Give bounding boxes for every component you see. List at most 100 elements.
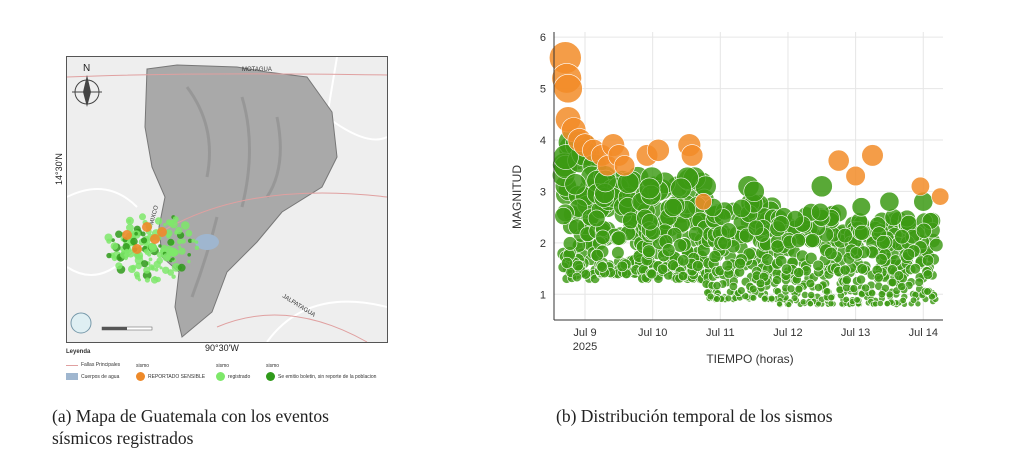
- map-event-dot: [150, 265, 155, 270]
- bulletin-point: [641, 213, 659, 231]
- bulletin-point: [706, 292, 715, 301]
- map-event-dot: [138, 255, 143, 259]
- bulletin-point: [841, 275, 852, 285]
- bulletin-point: [713, 295, 721, 303]
- north-label: N: [83, 63, 90, 74]
- bulletin-point: [839, 264, 851, 276]
- bulletin-point: [922, 269, 934, 280]
- map-event-dot: [120, 251, 128, 259]
- map-event-dot: [110, 242, 119, 250]
- bulletin-point: [805, 278, 815, 289]
- map-event-dots: [104, 213, 200, 284]
- map-event-dot: [154, 267, 159, 272]
- legend-item-bulletin: Se emitio boletin, sin reporte de la pob…: [266, 372, 376, 381]
- bulletin-point: [879, 191, 900, 212]
- bulletin-point: [824, 246, 838, 260]
- bulletin-point: [657, 263, 669, 275]
- map-event-dot: [171, 257, 175, 261]
- map-event-dot: [130, 237, 138, 246]
- institution-logo: [70, 312, 92, 334]
- map-legend: Leyenda Fallas Principales Cuerpos de ag…: [66, 348, 396, 388]
- bulletin-point: [910, 296, 918, 304]
- bulletin-point: [611, 246, 625, 260]
- map-event-dot: [187, 238, 193, 243]
- scale-bar: [101, 326, 153, 331]
- map-event-dot: [194, 240, 199, 244]
- legend-item-faults: Fallas Principales: [66, 362, 120, 368]
- legend-registered-label: registrado: [228, 373, 251, 380]
- bulletin-point: [875, 253, 888, 266]
- bulletin-swatch: [266, 372, 275, 381]
- bulletin-point: [677, 254, 690, 267]
- map-event-dot: [158, 244, 162, 248]
- map-event-dot: [177, 263, 186, 272]
- map-event-dot: [178, 245, 182, 249]
- bulletin-point: [827, 300, 835, 307]
- reported-points: [549, 41, 950, 211]
- bulletin-point: [770, 239, 785, 254]
- reported-swatch: [136, 372, 145, 381]
- bulletin-point: [887, 277, 898, 288]
- map-event-dot: [126, 223, 134, 232]
- bulletin-point: [720, 222, 737, 239]
- map-event-dot: [171, 274, 176, 279]
- latitude-label: 14°30'N: [54, 153, 64, 185]
- bulletin-point: [587, 209, 606, 228]
- map-event-dot: [162, 253, 171, 262]
- bulletin-point: [663, 198, 683, 218]
- bulletin-point: [873, 272, 884, 283]
- caption-a-line1: (a) Mapa de Guatemala con los eventos: [52, 406, 329, 426]
- bulletin-point: [554, 207, 573, 226]
- y-tick-label: 2: [540, 238, 546, 250]
- bulletin-point: [793, 267, 805, 278]
- map-event-dot: [140, 231, 146, 237]
- bulletin-point: [616, 260, 629, 273]
- bulletin-point: [856, 274, 866, 285]
- reported-point: [553, 73, 583, 104]
- bulletin-point: [881, 283, 890, 293]
- bulletin-point: [667, 259, 679, 271]
- legend-group-label-2: sismo: [216, 363, 230, 369]
- x-tick-sublabel: 2025: [573, 341, 597, 353]
- bulletin-point: [923, 287, 932, 296]
- y-tick-label: 6: [540, 32, 546, 44]
- map-event-dot: [137, 278, 141, 282]
- map-reported-dot: [157, 227, 167, 237]
- bulletin-point: [815, 300, 822, 308]
- map-event-dot: [194, 245, 200, 250]
- reported-point: [910, 176, 930, 196]
- guatemala-map: N MOTAGUA MIXCO JALPATAGUA: [66, 56, 388, 343]
- bulletin-point: [761, 295, 769, 303]
- bulletin-point: [611, 230, 627, 246]
- y-tick-label: 4: [540, 135, 546, 147]
- caption-b: (b) Distribución temporal de los sismos: [556, 406, 833, 426]
- map-event-dot: [122, 243, 130, 251]
- x-tick-label: Jul 10: [638, 327, 667, 339]
- map-event-dot: [127, 219, 132, 223]
- bulletin-point: [724, 294, 733, 303]
- map-event-dot: [180, 238, 186, 244]
- map-event-dot: [106, 238, 112, 244]
- y-tick-label: 1: [540, 289, 546, 301]
- bulletin-point: [747, 219, 765, 237]
- bulletin-point: [749, 294, 758, 302]
- bulletin-point: [732, 198, 752, 218]
- bulletin-point: [876, 299, 884, 307]
- bulletin-point: [899, 296, 907, 305]
- map-reported-dot: [132, 244, 142, 254]
- bulletin-point: [638, 177, 661, 200]
- bulletin-point: [785, 301, 793, 308]
- x-tick-label: Jul 9: [573, 327, 596, 339]
- bulletin-point: [755, 278, 766, 289]
- bulletin-point: [804, 252, 818, 265]
- bulletin-point: [786, 284, 796, 294]
- x-tick-label: Jul 13: [841, 327, 870, 339]
- map-event-dot: [167, 238, 175, 246]
- x-tick-label: Jul 14: [909, 327, 938, 339]
- bulletin-point: [915, 222, 932, 239]
- bulletin-point: [734, 257, 746, 270]
- place-label-motagua: MOTAGUA: [242, 67, 272, 73]
- map-event-dot: [111, 254, 115, 259]
- map-reported-dot: [150, 234, 160, 244]
- north-arrow-icon: [72, 75, 102, 107]
